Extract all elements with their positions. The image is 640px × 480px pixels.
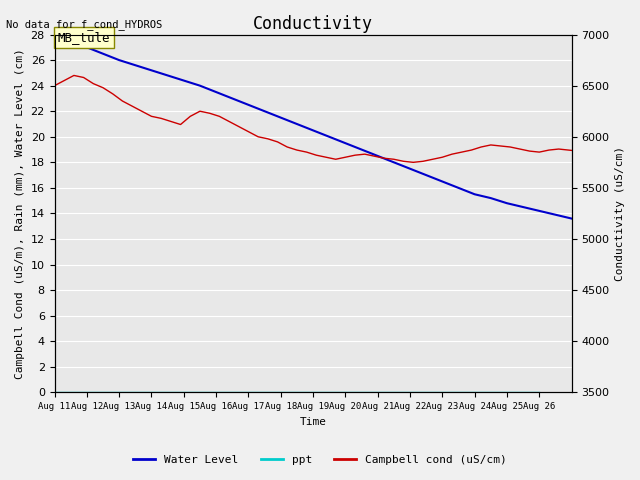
Title: Conductivity: Conductivity [253,15,373,33]
Text: No data for f_cond_HYDROS: No data for f_cond_HYDROS [6,19,163,30]
Y-axis label: Conductivity (uS/cm): Conductivity (uS/cm) [615,146,625,281]
Y-axis label: Campbell Cond (uS/m), Rain (mm), Water Level (cm): Campbell Cond (uS/m), Rain (mm), Water L… [15,48,25,379]
Text: MB_tule: MB_tule [58,31,110,44]
X-axis label: Time: Time [300,417,326,427]
Legend: Water Level, ppt, Campbell cond (uS/cm): Water Level, ppt, Campbell cond (uS/cm) [129,451,511,469]
